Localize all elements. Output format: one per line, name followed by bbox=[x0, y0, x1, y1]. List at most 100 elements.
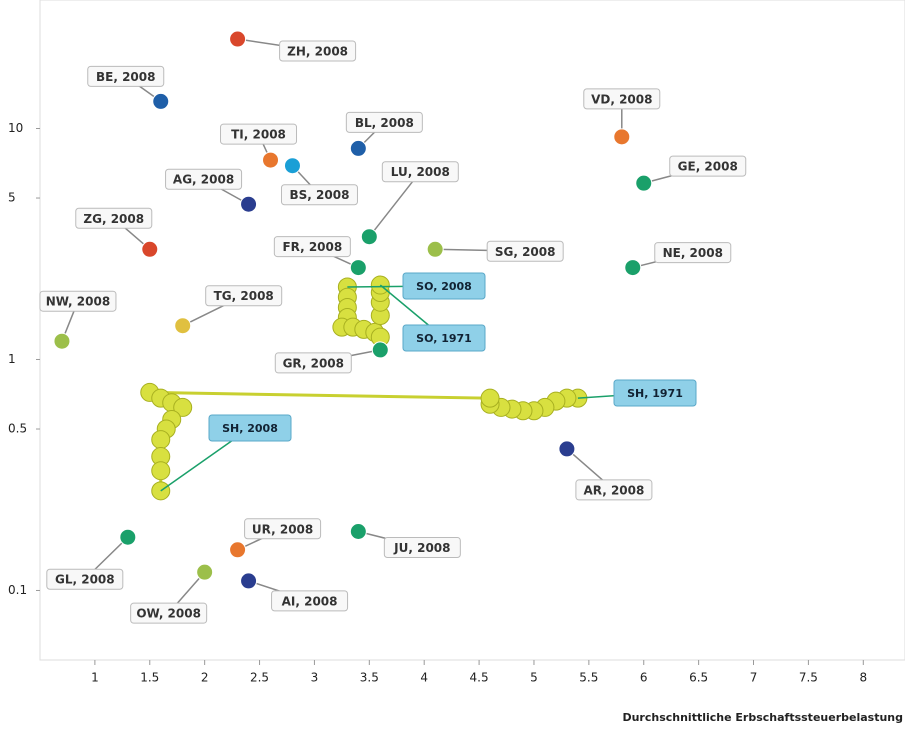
x-tick-label: 5.5 bbox=[579, 671, 598, 685]
label: GR, 2008 bbox=[283, 356, 344, 370]
point bbox=[613, 128, 631, 146]
label: BE, 2008 bbox=[96, 70, 155, 84]
label: SG, 2008 bbox=[495, 245, 556, 259]
label: OW, 2008 bbox=[136, 607, 201, 621]
label-box bbox=[244, 518, 322, 540]
label-box bbox=[654, 242, 732, 264]
point bbox=[635, 174, 653, 192]
x-tick-label: 2 bbox=[201, 671, 209, 685]
point bbox=[360, 228, 378, 246]
label: VD, 2008 bbox=[591, 92, 652, 106]
point bbox=[240, 572, 258, 590]
leader-line bbox=[368, 171, 421, 238]
trail-point bbox=[173, 397, 193, 417]
label-box bbox=[345, 111, 423, 133]
label: AI, 2008 bbox=[282, 594, 338, 608]
point bbox=[152, 92, 170, 110]
x-tick-label: 7 bbox=[750, 671, 758, 685]
point bbox=[53, 332, 71, 350]
label: FR, 2008 bbox=[282, 240, 342, 254]
y-tick-label: 1 bbox=[8, 352, 16, 366]
x-tick-label: 8 bbox=[859, 671, 867, 685]
label-box bbox=[583, 88, 661, 110]
label: BS, 2008 bbox=[290, 188, 350, 202]
x-tick-label: 1 bbox=[91, 671, 99, 685]
label: GL, 2008 bbox=[55, 573, 115, 587]
x-axis-label: Durchschnittliche Erbschaftssteuerbelast… bbox=[622, 711, 903, 724]
point bbox=[349, 139, 367, 157]
x-tick-label: 1.5 bbox=[140, 671, 159, 685]
x-tick-label: 6 bbox=[640, 671, 648, 685]
x-tick-label: 2.5 bbox=[250, 671, 269, 685]
point bbox=[624, 259, 642, 277]
label-box bbox=[402, 324, 486, 352]
label-box bbox=[205, 285, 283, 307]
label: AR, 2008 bbox=[583, 483, 644, 497]
x-tick-label: 3.5 bbox=[360, 671, 379, 685]
point bbox=[141, 240, 159, 258]
label-box bbox=[165, 168, 243, 190]
x-tick-label: 7.5 bbox=[799, 671, 818, 685]
point bbox=[240, 195, 258, 213]
x-tick-label: 5 bbox=[530, 671, 538, 685]
label: LU, 2008 bbox=[391, 165, 450, 179]
label-box bbox=[575, 479, 653, 501]
label-box bbox=[130, 602, 208, 624]
x-tick-label: 6.5 bbox=[689, 671, 708, 685]
label-box bbox=[75, 207, 153, 229]
label: ZG, 2008 bbox=[83, 212, 144, 226]
point bbox=[229, 30, 247, 48]
label: JU, 2008 bbox=[393, 541, 450, 555]
label-box bbox=[208, 414, 292, 442]
label-box bbox=[383, 537, 461, 559]
y-tick-label: 0.5 bbox=[8, 422, 27, 436]
point bbox=[283, 157, 301, 175]
label-box bbox=[669, 155, 747, 177]
label: ZH, 2008 bbox=[287, 45, 348, 59]
trail-point bbox=[151, 461, 171, 481]
label-box bbox=[280, 184, 358, 206]
label-box bbox=[486, 240, 564, 262]
label: GE, 2008 bbox=[678, 160, 738, 174]
label-box bbox=[381, 161, 459, 183]
x-tick-label: 4 bbox=[420, 671, 428, 685]
point bbox=[349, 259, 367, 277]
label: NE, 2008 bbox=[663, 246, 723, 260]
label: SH, 2008 bbox=[222, 422, 278, 435]
label: TI, 2008 bbox=[231, 128, 286, 142]
label: BL, 2008 bbox=[355, 116, 414, 130]
label-box bbox=[613, 379, 697, 407]
label-box bbox=[46, 568, 124, 590]
point bbox=[371, 341, 389, 359]
point bbox=[426, 240, 444, 258]
label: SH, 1971 bbox=[627, 387, 683, 400]
point bbox=[119, 528, 137, 546]
label-box bbox=[273, 236, 351, 258]
point bbox=[558, 440, 576, 458]
label-box bbox=[220, 123, 298, 145]
label: AG, 2008 bbox=[173, 173, 234, 187]
point bbox=[349, 523, 367, 541]
label-box bbox=[39, 290, 117, 312]
label: SO, 1971 bbox=[416, 332, 472, 345]
y-tick-label: 5 bbox=[8, 191, 16, 205]
point bbox=[174, 317, 192, 335]
x-tick-label: 4.5 bbox=[470, 671, 489, 685]
label-box bbox=[271, 590, 349, 612]
label: NW, 2008 bbox=[46, 295, 110, 309]
label: SO, 2008 bbox=[416, 280, 472, 293]
label-box bbox=[274, 352, 352, 374]
label: TG, 2008 bbox=[214, 289, 274, 303]
label-box bbox=[87, 65, 165, 87]
label: UR, 2008 bbox=[252, 522, 313, 536]
point bbox=[229, 541, 247, 559]
trail-point bbox=[480, 388, 500, 408]
x-tick-label: 3 bbox=[311, 671, 319, 685]
label-box bbox=[279, 40, 357, 62]
label-box bbox=[402, 272, 486, 300]
point bbox=[196, 563, 214, 581]
y-tick-label: 0.1 bbox=[8, 583, 27, 597]
y-tick-label: 10 bbox=[8, 121, 23, 135]
